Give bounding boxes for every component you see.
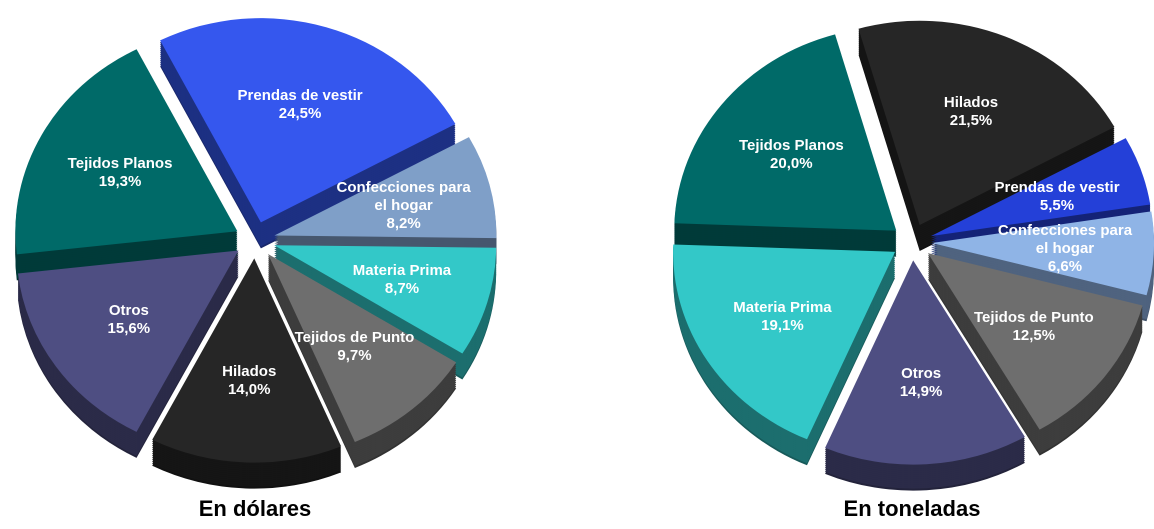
category-label: Hilados [943,93,999,111]
category-label: Tejidos de Punto [294,329,415,347]
slice [160,18,456,223]
slice-label: Prendas de vestir 24,5% [230,87,370,123]
slice-label: Prendas de vestir 5,5% [987,179,1127,215]
value-label: 12,5% [1012,327,1056,345]
slice [927,253,1143,430]
chart-title: En dólares [198,496,312,521]
slice [274,137,497,239]
category-label: Confecciones para el hogar [997,222,1133,258]
value-label: 21,5% [949,111,993,129]
value-label: 14,9% [899,382,943,400]
slice [858,20,1115,226]
value-label: 8,2% [386,214,421,232]
slice-label: Hilados 21,5% [901,94,1041,130]
category-label: Otros [901,364,942,382]
slice-label: Tejidos Planos 20,0% [721,137,861,173]
slice-label: Tejidos de Punto 12,5% [964,309,1104,345]
value-label: 15,6% [107,319,151,337]
slice-label: Tejidos Planos 19,3% [50,155,190,191]
value-label: 19,1% [761,317,804,335]
category-label: Otros [108,301,149,319]
value-label: 14,0% [227,380,271,398]
slice [673,244,896,440]
category-label: Tejidos de Punto [973,309,1094,327]
value-label: 8,7% [384,279,420,297]
slice [931,211,1154,296]
slice [267,253,457,442]
slice [274,245,497,354]
slice-label: Confecciones para el hogar 6,6% [995,222,1135,276]
value-label: 19,3% [98,173,142,191]
slice-label: Materia Prima 19,1% [712,299,852,335]
value-label: 20,0% [770,155,813,173]
slice-label: Otros 15,6% [59,302,199,338]
slice [930,138,1151,237]
category-label: Prendas de vestir [994,178,1120,196]
category-label: Materia Prima [733,299,832,317]
category-label: Hilados [222,362,277,380]
slice [825,260,1025,465]
category-label: Tejidos Planos [67,155,173,173]
category-label: Confecciones para el hogar [336,178,471,214]
slice-label: Confecciones para el hogar 8,2% [334,179,474,233]
slice [674,34,897,231]
chart-title: En toneladas [843,496,981,521]
slice-label: Tejidos de Punto 9,7% [284,329,424,365]
slice-label: Materia Prima 8,7% [332,262,472,298]
slice [17,250,239,432]
value-label: 6,6% [1047,258,1083,276]
value-label: 9,7% [337,347,372,365]
slice [152,258,342,463]
value-label: 24,5% [278,105,322,123]
category-label: Tejidos Planos [738,137,844,155]
slice [15,49,238,255]
slice-label: Otros 14,9% [851,365,991,401]
category-label: Materia Prima [352,261,452,279]
slice-label: Hilados 14,0% [179,363,319,399]
category-label: Prendas de vestir [237,87,363,105]
value-label: 5,5% [1039,196,1075,214]
